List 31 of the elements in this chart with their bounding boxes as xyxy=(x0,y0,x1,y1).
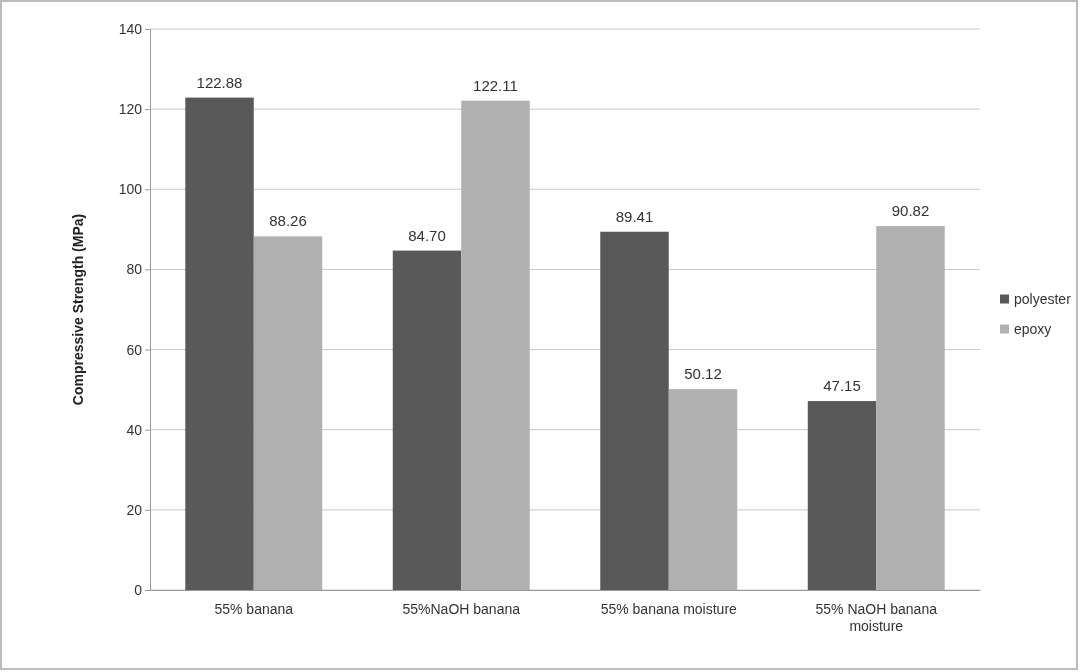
y-tick-label: 40 xyxy=(126,421,143,438)
bar xyxy=(461,100,530,590)
y-tick-label: 80 xyxy=(126,261,143,278)
data-label: 88.26 xyxy=(269,212,307,230)
x-tick-label: 55% NaOH banana moisture xyxy=(815,601,938,634)
y-tick-label: 20 xyxy=(126,501,143,518)
legend-label: epoxy xyxy=(1014,320,1052,337)
data-label: 89.41 xyxy=(615,207,654,225)
y-axis-title: Compressive Strength (MPa) xyxy=(70,213,86,406)
y-tick-label: 140 xyxy=(118,20,143,37)
data-label: 90.82 xyxy=(891,202,930,220)
bar xyxy=(668,389,738,590)
x-tick-label: 55%NaOH banana xyxy=(402,601,521,617)
y-tick-label: 120 xyxy=(118,101,143,118)
data-label: 122.88 xyxy=(196,73,243,91)
bar xyxy=(392,250,462,590)
data-label: 84.70 xyxy=(408,226,446,244)
bar xyxy=(185,97,254,590)
legend-label: polyester xyxy=(1014,290,1072,307)
y-tick-label: 60 xyxy=(126,341,143,358)
data-label: 50.12 xyxy=(684,365,722,383)
data-label: 122.11 xyxy=(473,76,518,94)
bar xyxy=(807,401,877,590)
y-tick-label: 0 xyxy=(134,581,143,598)
bar xyxy=(876,226,945,590)
y-tick-label: 100 xyxy=(118,181,143,198)
bar xyxy=(600,231,669,590)
x-tick-label: 55% banana xyxy=(214,601,294,617)
bar xyxy=(253,236,323,590)
data-label: 47.15 xyxy=(823,377,861,395)
x-tick-label: 55% banana moisture xyxy=(600,601,738,617)
